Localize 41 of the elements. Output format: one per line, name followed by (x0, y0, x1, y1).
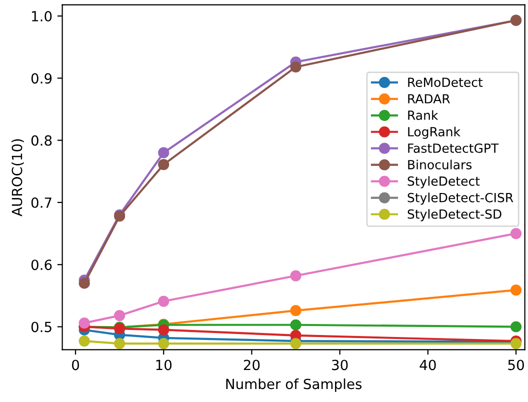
y-tick-label: 0.5 (31, 322, 52, 332)
point (114, 310, 126, 322)
x-tick-label: 30 (332, 360, 348, 370)
point (158, 147, 170, 158)
point (290, 270, 302, 282)
x-tick-label: 0 (72, 360, 80, 370)
legend-label: LogRank (408, 126, 460, 139)
x-axis-title: Number of Samples (226, 378, 362, 392)
point (290, 338, 302, 350)
y-tick-label: 0.7 (31, 197, 52, 208)
y-tick-label: 0.6 (31, 260, 52, 270)
legend-label: StyleDetect-SD (408, 209, 502, 222)
y-tick-label: 1.0 (32, 10, 52, 22)
point (290, 61, 302, 73)
point (158, 324, 170, 336)
point (510, 284, 522, 296)
y-tick-label: 0.9 (31, 73, 52, 84)
x-tick-label: 20 (244, 360, 260, 370)
point (78, 278, 90, 289)
point (78, 317, 90, 329)
y-tick-label: 0.8 (31, 135, 52, 146)
legend-label: Binoculars (408, 160, 472, 170)
x-tick-label: 40 (420, 360, 436, 370)
legend-label: StyleDetect-CISR (408, 192, 514, 205)
point (78, 335, 90, 347)
point (158, 338, 170, 350)
point (114, 338, 126, 350)
point (158, 158, 170, 170)
point (510, 321, 522, 332)
legend-label: FastDetectGPT (408, 143, 499, 153)
legend-label: Rank (408, 110, 438, 120)
point (290, 319, 302, 330)
point (290, 305, 302, 316)
x-tick-label: 50 (508, 360, 524, 370)
legend-label: ReMoDetect (408, 78, 483, 88)
legend-label: RADAR (408, 94, 450, 104)
point (158, 296, 170, 307)
legend-label: StyleDetect (408, 176, 480, 188)
point (510, 228, 522, 240)
y-axis-title: AUROC(10) (12, 139, 24, 216)
x-tick-label: 10 (156, 360, 172, 370)
